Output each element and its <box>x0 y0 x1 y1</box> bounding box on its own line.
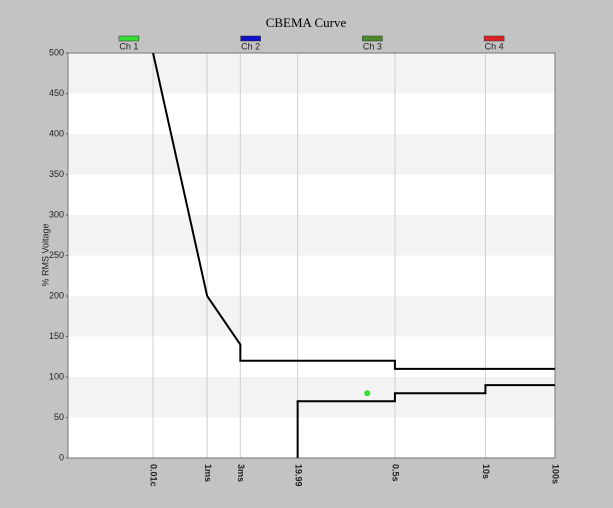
x-tick-label: 10s <box>481 464 491 479</box>
y-tick-label: 400 <box>49 128 64 138</box>
legend-swatch <box>240 35 261 42</box>
x-tick-label: 1ms <box>203 464 213 482</box>
x-tick-label: 19.99 <box>293 464 303 487</box>
y-axis-label: % RMS Voltage <box>40 223 50 286</box>
y-tick-label: 250 <box>49 250 64 260</box>
grid-band <box>68 134 555 175</box>
legend-label: Ch 4 <box>485 41 504 51</box>
y-tick-label: 150 <box>49 331 64 341</box>
event-point <box>364 390 371 397</box>
legend-label: Ch 2 <box>241 41 260 51</box>
limit-curve <box>152 52 555 370</box>
y-tick-label: 350 <box>49 169 64 179</box>
x-tick-label: 0.5s <box>391 464 401 482</box>
legend-swatch <box>118 35 140 42</box>
grid-band <box>68 53 555 94</box>
grid-band <box>68 296 555 337</box>
x-tick-label: 0.01c <box>149 464 159 487</box>
x-tick-label: 100s <box>551 464 561 484</box>
y-tick-label: 450 <box>49 88 64 98</box>
plot-border <box>67 52 556 459</box>
y-tick-label: 200 <box>49 290 64 300</box>
y-tick-label: 50 <box>54 412 64 422</box>
x-tick-label: 3ms <box>236 464 246 482</box>
legend-swatch <box>483 35 505 42</box>
chart-title: CBEMA Curve <box>266 15 347 30</box>
legend-label: Ch 3 <box>363 41 382 51</box>
y-tick-label: 500 <box>49 47 64 57</box>
grid-band <box>68 215 555 256</box>
legend-swatch <box>362 35 383 42</box>
y-tick-label: 100 <box>49 371 64 381</box>
y-tick-label: 300 <box>49 209 64 219</box>
grid-band <box>68 377 555 418</box>
limit-curve <box>296 384 555 458</box>
legend-label: Ch 1 <box>119 41 138 51</box>
y-tick-label: 0 <box>59 452 64 462</box>
